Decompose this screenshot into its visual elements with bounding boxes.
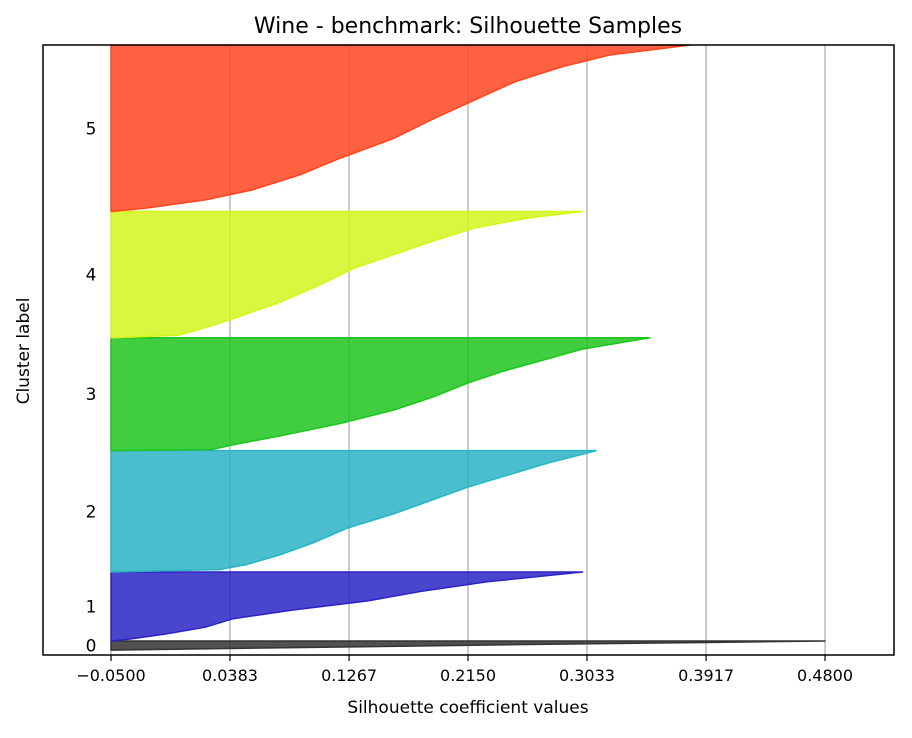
x-axis-ticks: −0.0500 0.0383 0.1267 0.2150 0.3033 0.3917 0.4… bbox=[76, 655, 853, 685]
x-tick-label: 0.2150 bbox=[440, 666, 496, 685]
chart-title: Wine - benchmark: Silhouette Samples bbox=[254, 14, 682, 39]
cluster-5-area bbox=[110, 44, 692, 213]
x-tick-label: 0.4800 bbox=[797, 666, 853, 685]
cluster-1-area bbox=[110, 571, 584, 642]
cluster-4-area bbox=[110, 210, 584, 339]
x-tick-label: −0.0500 bbox=[76, 666, 145, 685]
cluster-label-1: 1 bbox=[86, 598, 97, 618]
cluster-label-5: 5 bbox=[86, 119, 97, 139]
x-axis-label: Silhouette coefficient values bbox=[347, 698, 588, 718]
cluster-2-area bbox=[110, 449, 597, 573]
x-tick-label: 0.3917 bbox=[678, 666, 734, 685]
cluster-3-area bbox=[110, 337, 651, 452]
cluster-areas bbox=[110, 44, 826, 651]
x-tick-label: 0.3033 bbox=[559, 666, 615, 685]
y-axis-label: Cluster label bbox=[14, 298, 34, 405]
cluster-label-0: 0 bbox=[86, 637, 97, 657]
cluster-label-3: 3 bbox=[86, 385, 97, 405]
x-tick-label: 0.1267 bbox=[321, 666, 377, 685]
x-tick-label: 0.0383 bbox=[202, 666, 258, 685]
cluster-label-2: 2 bbox=[86, 502, 97, 522]
cluster-0-area bbox=[110, 640, 826, 651]
cluster-labels: 0 1 2 3 4 5 bbox=[86, 119, 97, 656]
cluster-label-4: 4 bbox=[86, 266, 97, 286]
